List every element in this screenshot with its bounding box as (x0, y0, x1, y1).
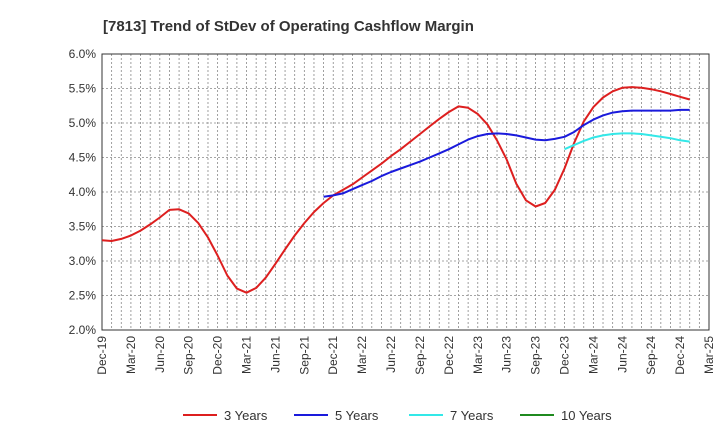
x-tick-label: Mar-21 (240, 336, 254, 374)
x-axis: Dec-19 Mar-20 Jun-20 Sep-20 Dec-20 Mar-21 Jun-… (95, 336, 716, 375)
y-tick-label: 4.0% (69, 185, 97, 199)
x-tick-label: Sep-21 (297, 336, 311, 375)
series-line-1 (101, 86, 690, 294)
x-tick-label: Mar-20 (124, 336, 138, 374)
y-tick-label: 6.0% (69, 47, 97, 61)
legend: 3 Years 5 Years 7 Years 10 Years (183, 408, 612, 423)
y-tick-label: 2.0% (69, 323, 97, 337)
series-lines (101, 86, 690, 294)
legend-label-1: 3 Years (224, 408, 268, 423)
grid (102, 54, 709, 330)
y-axis: 2.0% 2.5% 3.0% 3.5% 4.0% 4.5% 5.0% 5.5% 6.0% (69, 47, 97, 337)
x-tick-label: Mar-24 (586, 336, 600, 374)
x-tick-label: Dec-21 (326, 336, 340, 375)
x-tick-label: Jun-21 (268, 336, 282, 373)
x-tick-label: Sep-24 (644, 336, 658, 375)
y-tick-label: 5.5% (69, 82, 97, 96)
x-tick-label: Dec-24 (673, 336, 687, 375)
x-tick-label: Sep-22 (413, 336, 427, 375)
y-tick-label: 4.5% (69, 151, 97, 165)
x-tick-label: Dec-22 (442, 336, 456, 375)
chart-title: [7813] Trend of StDev of Operating Cashf… (103, 18, 474, 35)
x-tick-label: Jun-22 (384, 336, 398, 373)
x-tick-label: Sep-23 (529, 336, 543, 375)
series-line-2 (323, 108, 690, 198)
x-tick-label: Mar-25 (702, 336, 716, 374)
x-tick-label: Sep-20 (182, 336, 196, 375)
x-tick-label: Dec-23 (557, 336, 571, 375)
y-tick-label: 3.0% (69, 254, 97, 268)
x-tick-label: Jun-24 (615, 336, 629, 373)
y-tick-label: 3.5% (69, 220, 97, 234)
legend-label-3: 7 Years (450, 408, 494, 423)
x-tick-label: Mar-22 (355, 336, 369, 374)
series-line-3 (564, 132, 690, 151)
plot-frame (101, 53, 710, 331)
y-tick-label: 5.0% (69, 116, 97, 130)
x-tick-label: Dec-20 (211, 336, 225, 375)
legend-label-4: 10 Years (561, 408, 612, 423)
x-tick-label: Mar-23 (471, 336, 485, 374)
legend-label-2: 5 Years (335, 408, 379, 423)
x-tick-label: Dec-19 (95, 336, 109, 375)
x-tick-label: Jun-20 (153, 336, 167, 373)
x-tick-label: Jun-23 (500, 336, 514, 373)
y-tick-label: 2.5% (69, 289, 97, 303)
